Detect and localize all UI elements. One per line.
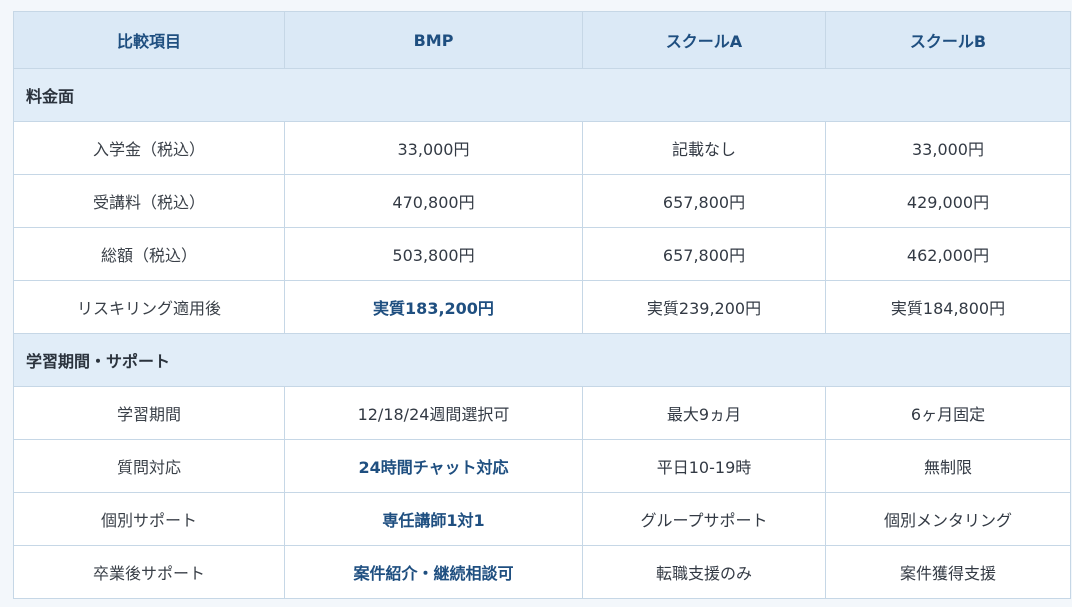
section-title: 料金面	[13, 68, 1071, 122]
table-row: 学習期間 12/18/24週間選択可 最大9ヵ月 6ヶ月固定	[13, 386, 1071, 440]
section-row-pricing: 料金面	[13, 68, 1071, 122]
section-row-support: 学習期間・サポート	[13, 333, 1071, 387]
header-cell-school-b: スクールB	[825, 11, 1071, 69]
cell-bmp-highlight: 案件紹介・継続相談可	[284, 545, 583, 599]
table-row: 個別サポート 専任講師1対1 グループサポート 個別メンタリング	[13, 492, 1071, 546]
cell-school-b: 個別メンタリング	[825, 492, 1071, 546]
cell-school-a: グループサポート	[582, 492, 826, 546]
cell-school-a: 657,800円	[582, 174, 826, 228]
table-row: 質問対応 24時間チャット対応 平日10-19時 無制限	[13, 439, 1071, 493]
row-label: 総額（税込）	[13, 227, 285, 281]
cell-bmp-highlight: 専任講師1対1	[284, 492, 583, 546]
comparison-table: 比較項目 BMP スクールA スクールB 料金面 入学金（税込） 33,000円…	[13, 11, 1071, 599]
cell-bmp-highlight: 実質183,200円	[284, 280, 583, 334]
table-row: 総額（税込） 503,800円 657,800円 462,000円	[13, 227, 1071, 281]
cell-bmp: 33,000円	[284, 121, 583, 175]
cell-school-a: 最大9ヵ月	[582, 386, 826, 440]
row-label: 入学金（税込）	[13, 121, 285, 175]
header-cell-school-a: スクールA	[582, 11, 826, 69]
cell-school-b: 429,000円	[825, 174, 1071, 228]
cell-school-a: 記載なし	[582, 121, 826, 175]
cell-bmp-highlight: 24時間チャット対応	[284, 439, 583, 493]
cell-school-b: 462,000円	[825, 227, 1071, 281]
cell-school-b: 案件獲得支援	[825, 545, 1071, 599]
row-label: 学習期間	[13, 386, 285, 440]
row-label: リスキリング適用後	[13, 280, 285, 334]
comparison-table-container: 比較項目 BMP スクールA スクールB 料金面 入学金（税込） 33,000円…	[13, 11, 1071, 599]
row-label: 受講料（税込）	[13, 174, 285, 228]
table-header-row: 比較項目 BMP スクールA スクールB	[13, 11, 1071, 69]
cell-bmp: 503,800円	[284, 227, 583, 281]
row-label: 個別サポート	[13, 492, 285, 546]
table-row: リスキリング適用後 実質183,200円 実質239,200円 実質184,80…	[13, 280, 1071, 334]
table-row: 卒業後サポート 案件紹介・継続相談可 転職支援のみ 案件獲得支援	[13, 545, 1071, 599]
section-title: 学習期間・サポート	[13, 333, 1071, 387]
cell-school-b: 無制限	[825, 439, 1071, 493]
cell-school-a: 実質239,200円	[582, 280, 826, 334]
cell-bmp: 470,800円	[284, 174, 583, 228]
cell-school-b: 6ヶ月固定	[825, 386, 1071, 440]
row-label: 卒業後サポート	[13, 545, 285, 599]
header-cell-item: 比較項目	[13, 11, 285, 69]
cell-school-a: 657,800円	[582, 227, 826, 281]
cell-school-b: 実質184,800円	[825, 280, 1071, 334]
cell-school-b: 33,000円	[825, 121, 1071, 175]
cell-bmp: 12/18/24週間選択可	[284, 386, 583, 440]
row-label: 質問対応	[13, 439, 285, 493]
header-cell-bmp: BMP	[284, 11, 583, 69]
table-row: 受講料（税込） 470,800円 657,800円 429,000円	[13, 174, 1071, 228]
cell-school-a: 平日10-19時	[582, 439, 826, 493]
table-row: 入学金（税込） 33,000円 記載なし 33,000円	[13, 121, 1071, 175]
cell-school-a: 転職支援のみ	[582, 545, 826, 599]
